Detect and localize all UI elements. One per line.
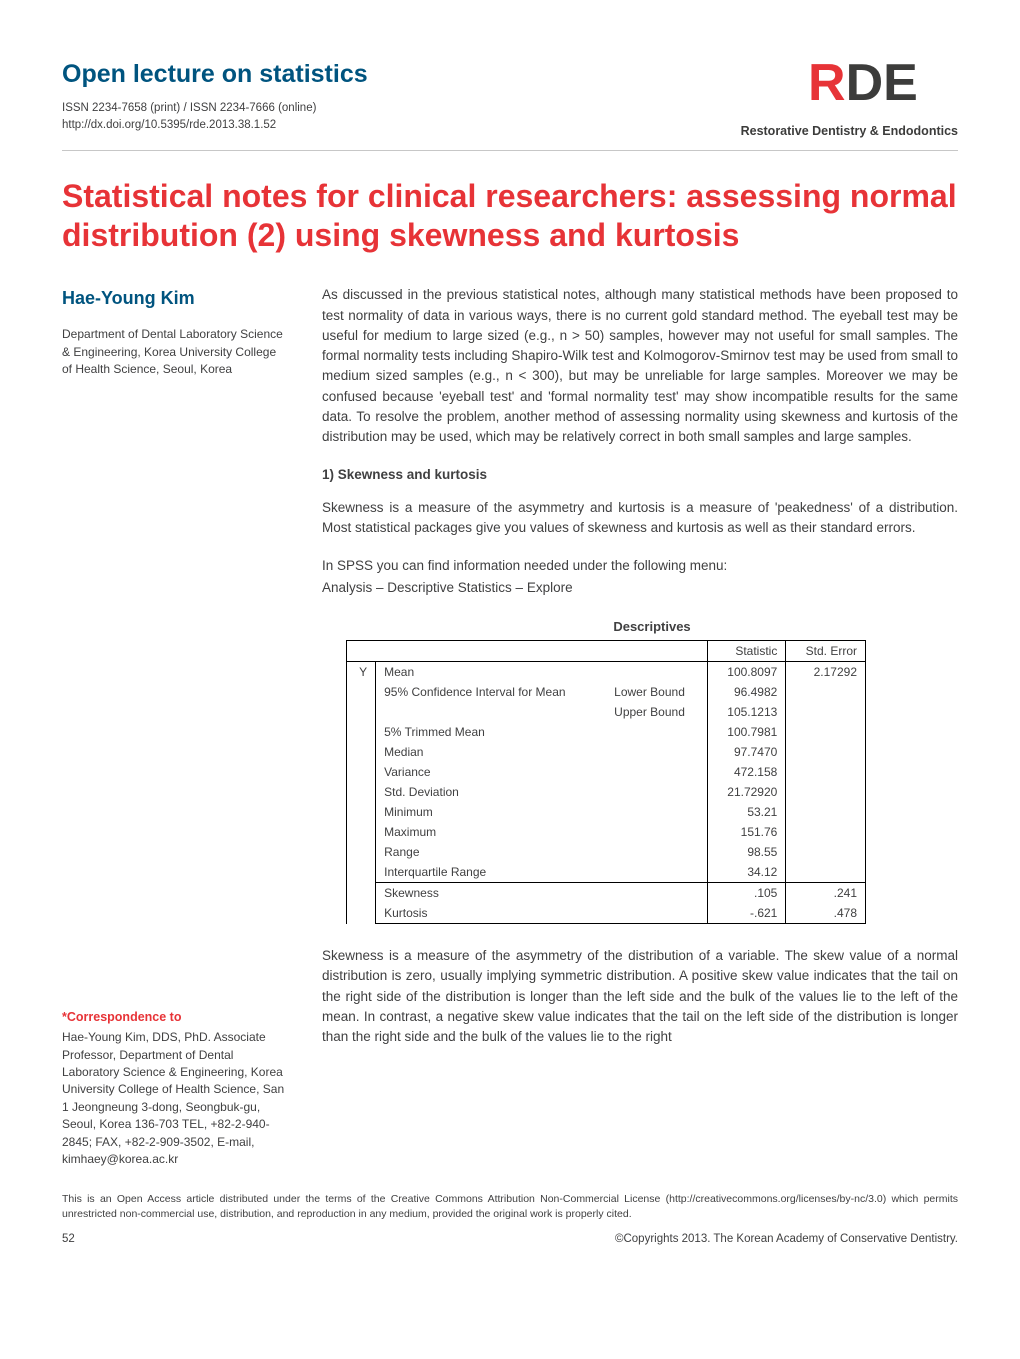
license-text: This is an Open Access article distribut…	[62, 1192, 958, 1220]
row-skewness-label: Skewness	[376, 883, 607, 904]
row-trimmean-stat: 100.7981	[708, 722, 786, 742]
row-trimmean-label: 5% Trimmed Mean	[376, 722, 607, 742]
subheading-skewness: 1) Skewness and kurtosis	[322, 465, 958, 485]
row-min-label: Minimum	[376, 802, 607, 822]
row-range-label: Range	[376, 842, 607, 862]
row-max-label: Maximum	[376, 822, 607, 842]
intro-paragraph: As discussed in the previous statistical…	[322, 285, 958, 447]
header-rule	[62, 150, 958, 151]
row-ci-upper-stat: 105.1213	[708, 702, 786, 722]
row-iqr-stat: 34.12	[708, 862, 786, 883]
col-header-statistic: Statistic	[708, 641, 786, 662]
rde-logo-svg: RDE	[808, 56, 958, 114]
correspondence-heading: *Correspondence to	[62, 1008, 288, 1027]
row-stddev-stat: 21.72920	[708, 782, 786, 802]
article-title: Statistical notes for clinical researche…	[62, 177, 958, 255]
row-range-stat: 98.55	[708, 842, 786, 862]
issn-line: ISSN 2234-7658 (print) / ISSN 2234-7666 …	[62, 100, 368, 117]
copyright-line: ©Copyrights 2013. The Korean Academy of …	[615, 1231, 958, 1248]
row-kurtosis-se: .478	[786, 903, 866, 924]
row-variance-stat: 472.158	[708, 762, 786, 782]
paragraph-spss-path: Analysis – Descriptive Statistics – Expl…	[322, 578, 958, 598]
row-skewness-se: .241	[786, 883, 866, 904]
author-name: Hae-Young Kim	[62, 285, 288, 312]
col-header-stderror: Std. Error	[786, 641, 866, 662]
row-iqr-label: Interquartile Range	[376, 862, 607, 883]
section-heading: Open lecture on statistics	[62, 56, 368, 94]
paragraph-skew-def: Skewness is a measure of the asymmetry a…	[322, 498, 958, 539]
descriptives-table: Statistic Std. Error Y Mean 100.8097 2.1…	[346, 640, 866, 924]
row-stddev-label: Std. Deviation	[376, 782, 607, 802]
row-median-stat: 97.7470	[708, 742, 786, 762]
row-ci-upper-sub: Upper Bound	[606, 702, 708, 722]
row-min-stat: 53.21	[708, 802, 786, 822]
row-ci-lower-stat: 96.4982	[708, 682, 786, 702]
paragraph-spss-lead: In SPSS you can find information needed …	[322, 556, 958, 576]
row-mean-stat: 100.8097	[708, 662, 786, 683]
row-kurtosis-label: Kurtosis	[376, 903, 607, 924]
row-median-label: Median	[376, 742, 607, 762]
row-ci-label: 95% Confidence Interval for Mean	[376, 682, 607, 722]
doi-line: http://dx.doi.org/10.5395/rde.2013.38.1.…	[62, 117, 368, 134]
row-skewness-stat: .105	[708, 883, 786, 904]
row-variance-label: Variance	[376, 762, 607, 782]
row-max-stat: 151.76	[708, 822, 786, 842]
page-number: 52	[62, 1231, 75, 1248]
paragraph-skew-explain: Skewness is a measure of the asymmetry o…	[322, 946, 958, 1047]
journal-logo: RDE Restorative Dentistry & Endodontics	[741, 56, 958, 140]
svg-text:RDE: RDE	[808, 56, 918, 112]
variable-label: Y	[347, 662, 376, 924]
correspondence-body: Hae-Young Kim, DDS, PhD. Associate Profe…	[62, 1029, 288, 1168]
author-affiliation: Department of Dental Laboratory Science …	[62, 326, 288, 378]
descriptives-title: Descriptives	[346, 617, 958, 637]
row-kurtosis-stat: -.621	[708, 903, 786, 924]
row-ci-lower-sub: Lower Bound	[606, 682, 708, 702]
logo-subtitle: Restorative Dentistry & Endodontics	[741, 122, 958, 141]
row-mean-se: 2.17292	[786, 662, 866, 683]
row-mean-label: Mean	[376, 662, 607, 683]
descriptives-table-wrap: Descriptives Statistic Std. Error Y Mean…	[346, 617, 958, 925]
